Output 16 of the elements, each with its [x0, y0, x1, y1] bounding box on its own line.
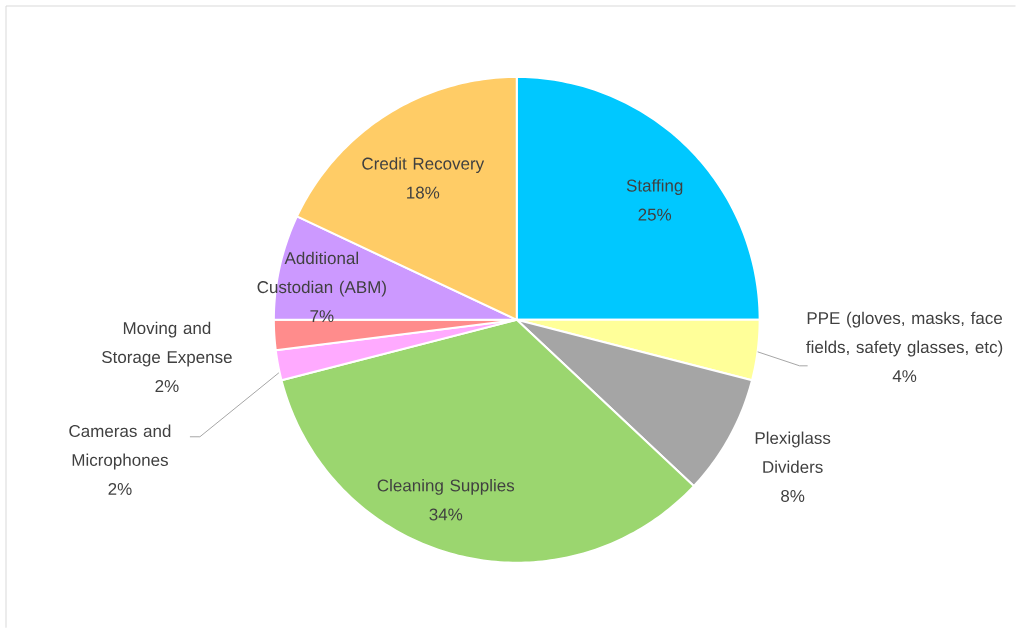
data-label: 2%: [108, 482, 132, 495]
data-label: 4%: [892, 370, 917, 382]
data-label: 18%: [407, 186, 440, 199]
data-label: 25%: [638, 208, 672, 221]
slice-label: Cameras and Microphones: [69, 424, 171, 470]
slice-label: Plexiglass Dividers: [755, 431, 831, 473]
data-label: 34%: [429, 508, 463, 521]
slice-label: Staffing: [626, 179, 683, 195]
slice-label: Moving and Storage Expense: [102, 321, 232, 367]
data-label: 2%: [155, 379, 179, 392]
data-label: 7%: [310, 310, 334, 322]
slice-label: Cleaning Supplies: [377, 478, 515, 495]
slice-label: Additional Custodian (ABM): [257, 251, 386, 297]
slice-label: PPE (gloves, masks, face fields, safety glasses, etc): [806, 311, 1003, 357]
slice-label: Credit Recovery: [362, 157, 485, 173]
data-label: 8%: [781, 489, 805, 502]
